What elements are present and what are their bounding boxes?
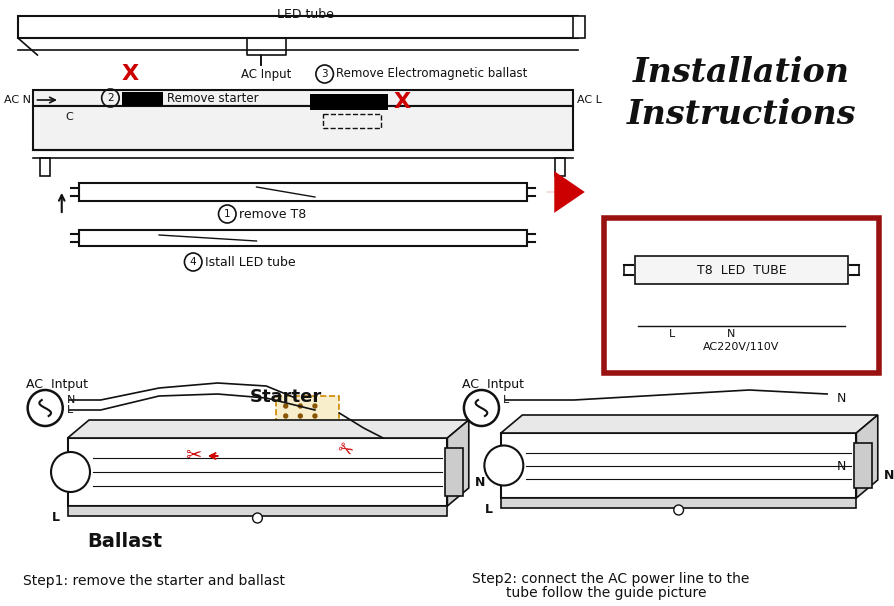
Bar xyxy=(445,448,463,496)
FancyArrowPatch shape xyxy=(546,171,585,213)
Text: AC  Intput: AC Intput xyxy=(462,378,524,391)
Text: ✂: ✂ xyxy=(333,438,355,462)
Bar xyxy=(18,16,578,38)
Text: Step1: remove the starter and ballast: Step1: remove the starter and ballast xyxy=(22,574,285,588)
Circle shape xyxy=(283,404,288,408)
Text: L: L xyxy=(670,329,676,339)
Text: AC  Intput: AC Intput xyxy=(26,378,88,391)
Text: N: N xyxy=(837,391,847,404)
Bar xyxy=(310,94,388,110)
Polygon shape xyxy=(501,415,878,433)
Bar xyxy=(501,498,856,508)
Circle shape xyxy=(674,505,684,515)
Polygon shape xyxy=(856,415,878,498)
Text: Remove starter: Remove starter xyxy=(167,92,258,104)
Text: AC220V/110V: AC220V/110V xyxy=(704,342,780,352)
Text: N: N xyxy=(837,459,847,473)
Bar xyxy=(573,16,585,38)
Bar xyxy=(555,158,565,176)
Bar xyxy=(40,158,50,176)
Circle shape xyxy=(485,445,523,485)
Text: LED tube: LED tube xyxy=(277,8,333,21)
Text: X: X xyxy=(394,92,411,112)
Text: L: L xyxy=(67,405,72,415)
Text: 3: 3 xyxy=(321,69,328,79)
Text: N: N xyxy=(475,476,485,488)
Bar xyxy=(855,443,872,488)
Polygon shape xyxy=(447,420,468,506)
Text: Ballast: Ballast xyxy=(87,532,162,551)
Text: AC N: AC N xyxy=(4,95,30,105)
Text: AC Input: AC Input xyxy=(241,68,291,81)
Text: Instructions: Instructions xyxy=(627,99,856,132)
Circle shape xyxy=(253,513,262,523)
Circle shape xyxy=(313,404,316,408)
Text: remove T8: remove T8 xyxy=(239,207,307,221)
Text: C: C xyxy=(65,112,73,122)
Circle shape xyxy=(299,414,302,418)
Text: N: N xyxy=(67,395,75,405)
Bar xyxy=(80,230,527,246)
Text: L: L xyxy=(485,503,493,516)
Text: X: X xyxy=(122,64,139,84)
Text: N: N xyxy=(727,329,735,339)
Bar xyxy=(32,106,573,150)
Text: ✂: ✂ xyxy=(185,447,201,465)
Text: Remove Electromagnetic ballast: Remove Electromagnetic ballast xyxy=(336,67,527,81)
Bar xyxy=(604,218,879,373)
Circle shape xyxy=(313,414,316,418)
Polygon shape xyxy=(68,420,468,438)
Bar xyxy=(68,438,447,506)
Bar xyxy=(80,183,527,201)
Bar xyxy=(68,506,447,516)
Bar xyxy=(636,256,848,284)
Text: Step2: connect the AC power line to the: Step2: connect the AC power line to the xyxy=(472,572,749,586)
Bar xyxy=(32,90,573,106)
Text: L: L xyxy=(502,395,509,405)
Text: Starter: Starter xyxy=(249,388,322,406)
Text: 4: 4 xyxy=(190,257,197,267)
Text: L: L xyxy=(52,511,60,524)
Text: Istall LED tube: Istall LED tube xyxy=(205,256,296,268)
Bar xyxy=(276,396,339,431)
Text: tube follow the guide picture: tube follow the guide picture xyxy=(506,586,706,600)
Circle shape xyxy=(51,452,90,492)
Bar xyxy=(501,433,856,498)
Text: T8  LED  TUBE: T8 LED TUBE xyxy=(696,264,786,276)
Text: N: N xyxy=(883,469,894,482)
Text: Installation: Installation xyxy=(633,56,850,88)
Bar xyxy=(122,92,163,106)
Bar xyxy=(323,114,381,128)
Text: 2: 2 xyxy=(107,93,114,103)
Circle shape xyxy=(283,414,288,418)
Text: 1: 1 xyxy=(224,209,231,219)
Text: AC L: AC L xyxy=(577,95,602,105)
Circle shape xyxy=(299,404,302,408)
